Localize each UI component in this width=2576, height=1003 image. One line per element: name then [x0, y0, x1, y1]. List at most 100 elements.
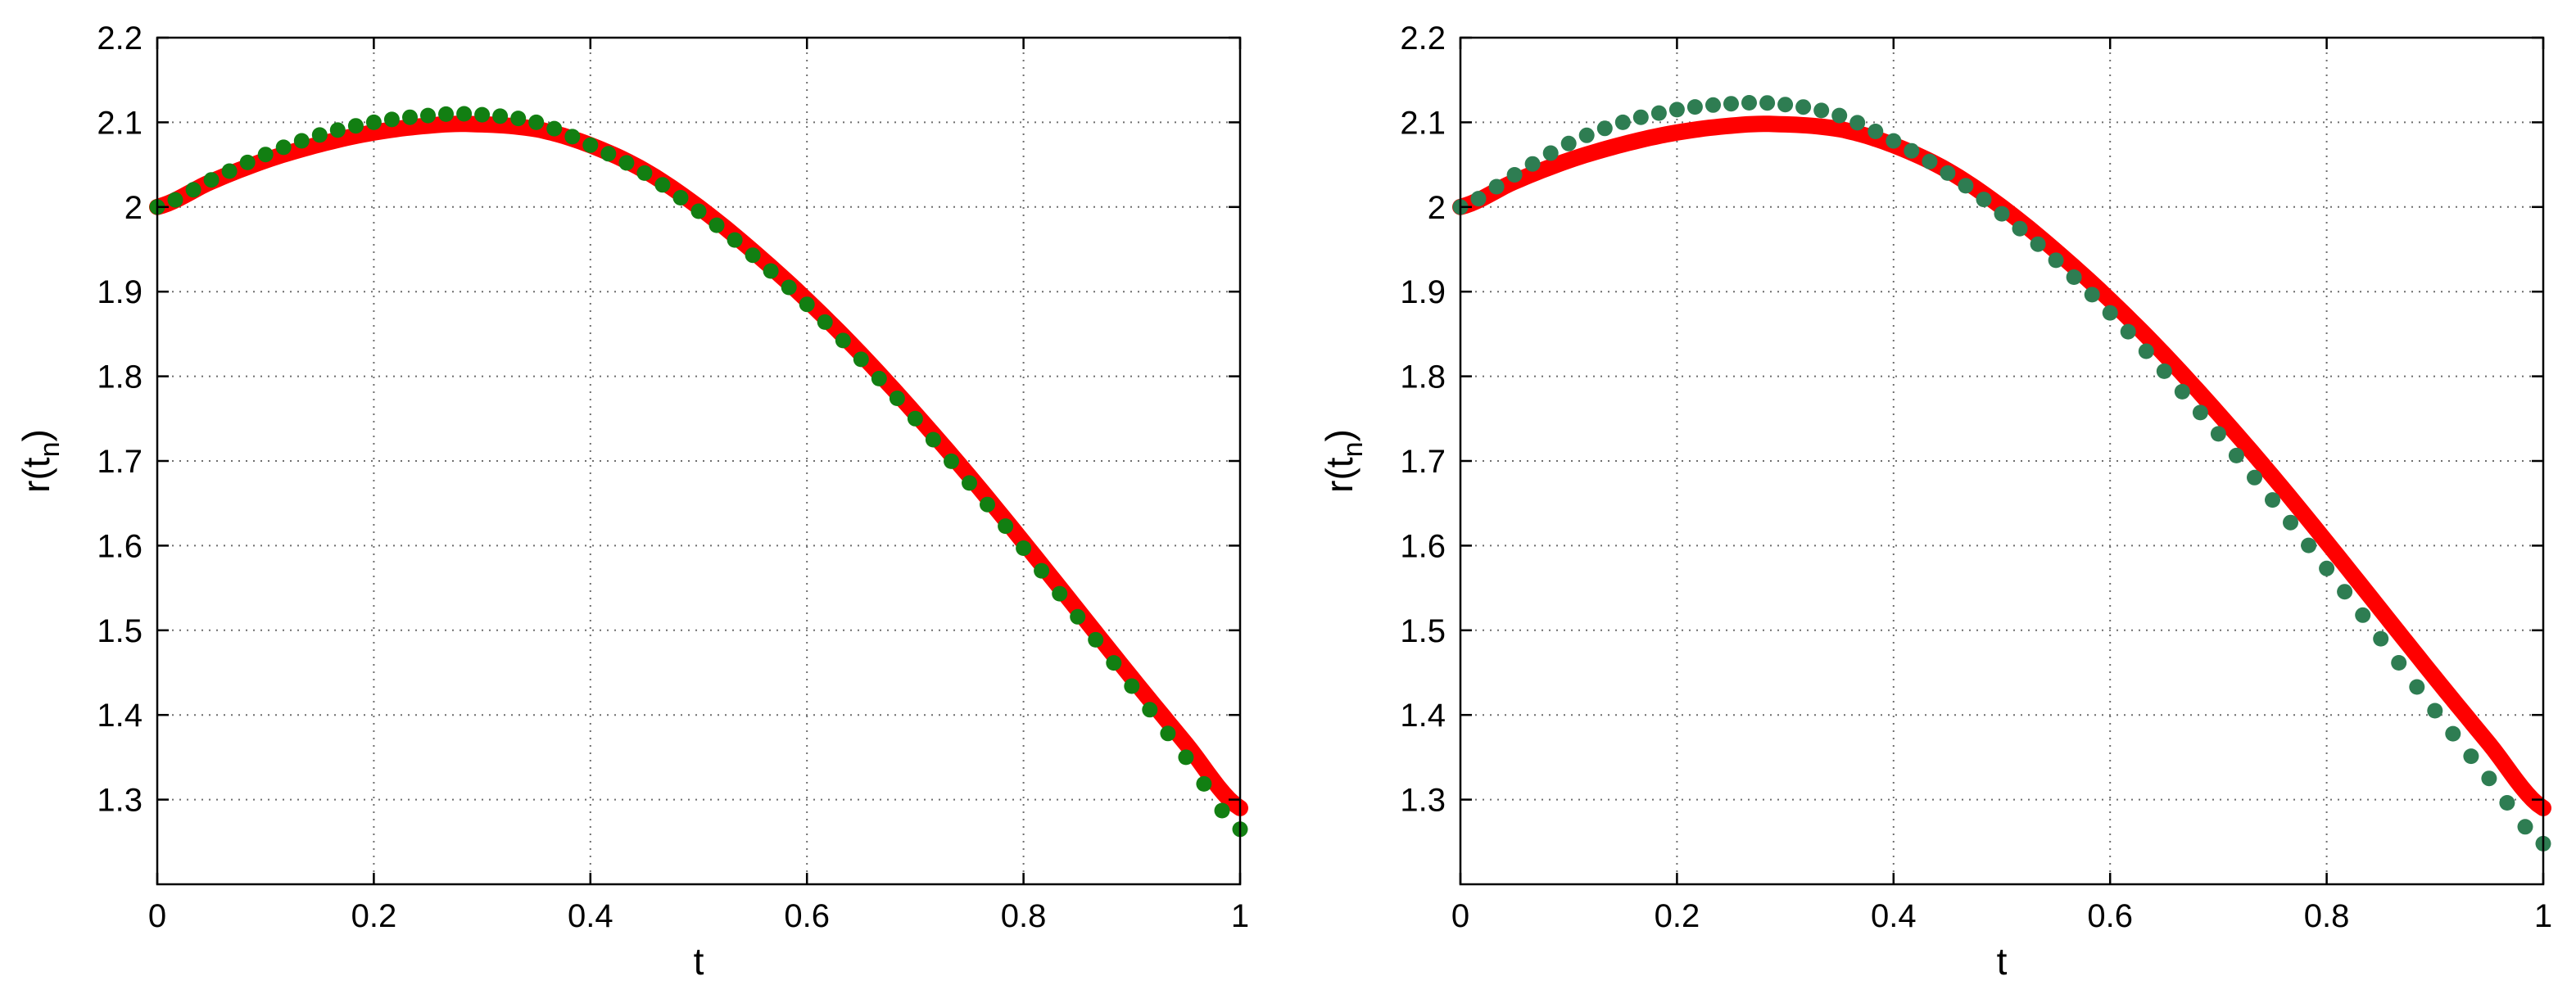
- data-point: [1506, 167, 1523, 183]
- data-point: [2355, 607, 2371, 623]
- data-point: [907, 410, 923, 427]
- data-point: [835, 332, 851, 349]
- data-point: [2120, 323, 2136, 340]
- y-tick-label: 1.6: [97, 528, 143, 564]
- y-tick-label: 1.8: [97, 359, 143, 395]
- y-tick-label: 2.1: [1400, 105, 1446, 141]
- data-point: [745, 247, 761, 264]
- data-point: [2463, 748, 2479, 765]
- data-point: [1849, 115, 1866, 131]
- data-point: [1777, 97, 1794, 113]
- data-point: [275, 139, 292, 156]
- data-point: [1142, 702, 1158, 718]
- data-point: [727, 232, 743, 248]
- data-point: [582, 137, 599, 153]
- data-point: [2102, 305, 2118, 321]
- data-point: [618, 155, 635, 171]
- chart-panel-right: 0 0.2 0.4 0.6 0.8 1 1.3 1.4 1.5 1.6 1.7 1.8 1.9 2 2.1 2…: [1318, 20, 2552, 983]
- data-point: [167, 192, 183, 208]
- data-point: [1596, 120, 1613, 137]
- data-point: [2319, 560, 2335, 576]
- data-point: [2409, 679, 2425, 695]
- y-tick-label: 2: [1428, 190, 1446, 226]
- data-point: [1940, 165, 1956, 181]
- data-point: [1958, 178, 1974, 194]
- data-point: [1705, 97, 1721, 113]
- y-tick-label: 1.7: [97, 444, 143, 480]
- x-tick-label: 1: [2534, 898, 2552, 934]
- data-point: [636, 165, 653, 181]
- data-point: [1831, 107, 1848, 124]
- approx-solution-markers: [149, 106, 1248, 838]
- data-point: [474, 106, 491, 123]
- data-point: [1106, 655, 1122, 671]
- data-point: [654, 177, 671, 193]
- y-tick-label: 1.7: [1400, 444, 1446, 480]
- data-point: [365, 114, 382, 130]
- data-point: [185, 182, 201, 198]
- data-point: [383, 111, 400, 128]
- data-point: [2283, 514, 2298, 531]
- plot-area: [157, 38, 1240, 884]
- y-tick-label: 1.9: [1400, 274, 1446, 310]
- data-point: [1922, 153, 1938, 169]
- data-point: [1578, 127, 1595, 143]
- x-axis-label: t: [1997, 940, 2008, 983]
- data-point: [2048, 252, 2064, 269]
- data-point: [2265, 492, 2280, 508]
- data-point: [2066, 269, 2082, 285]
- x-tick-label: 0.4: [568, 898, 613, 934]
- data-point: [1470, 191, 1487, 207]
- data-point: [1650, 105, 1667, 121]
- data-point: [1052, 585, 1068, 602]
- y-tick-label: 1.5: [97, 613, 143, 649]
- data-point: [2517, 819, 2533, 835]
- data-point: [1795, 99, 1812, 115]
- data-point: [2337, 584, 2353, 600]
- data-point: [438, 106, 454, 122]
- data-point: [2391, 655, 2407, 671]
- data-point: [962, 475, 977, 491]
- y-tick-label: 1.4: [97, 698, 143, 734]
- x-tick-label: 1: [1231, 898, 1249, 934]
- data-point: [1034, 562, 1050, 579]
- y-axis-label: r(tn): [1318, 429, 1369, 493]
- data-point: [564, 129, 581, 145]
- data-point: [763, 263, 779, 279]
- y-tick-label: 1.9: [97, 274, 143, 310]
- y-tick-label: 2.2: [1400, 20, 1446, 56]
- data-point: [2030, 236, 2046, 252]
- y-tick-label: 1.4: [1400, 698, 1446, 734]
- data-point: [1614, 114, 1631, 130]
- data-point: [2247, 469, 2262, 486]
- data-point: [672, 190, 689, 206]
- y-tick-label: 1.8: [1400, 359, 1446, 395]
- data-point: [1759, 95, 1776, 111]
- plot-area: [1460, 38, 2543, 884]
- data-point: [257, 147, 274, 163]
- data-point: [2228, 447, 2244, 463]
- data-point: [980, 496, 995, 513]
- data-point: [347, 118, 364, 134]
- data-point: [402, 109, 418, 125]
- y-tick-label: 1.5: [1400, 613, 1446, 649]
- data-point: [1668, 102, 1685, 118]
- data-point: [998, 518, 1014, 535]
- data-point: [2445, 725, 2461, 742]
- x-tick-label: 0.6: [784, 898, 830, 934]
- data-point: [1524, 156, 1541, 172]
- data-point: [2210, 426, 2226, 442]
- x-tick-label: 0: [1451, 898, 1469, 934]
- data-point: [709, 217, 725, 233]
- data-point: [781, 279, 797, 296]
- data-point: [1488, 178, 1505, 195]
- data-point: [2012, 220, 2028, 237]
- data-point: [1088, 631, 1104, 648]
- data-point: [1016, 540, 1032, 556]
- x-tick-label: 0: [148, 898, 166, 934]
- y-tick-label: 1.6: [1400, 528, 1446, 564]
- data-point: [221, 163, 238, 179]
- x-tick-label: 0.4: [1871, 898, 1917, 934]
- y-tick-label: 1.3: [1400, 783, 1446, 819]
